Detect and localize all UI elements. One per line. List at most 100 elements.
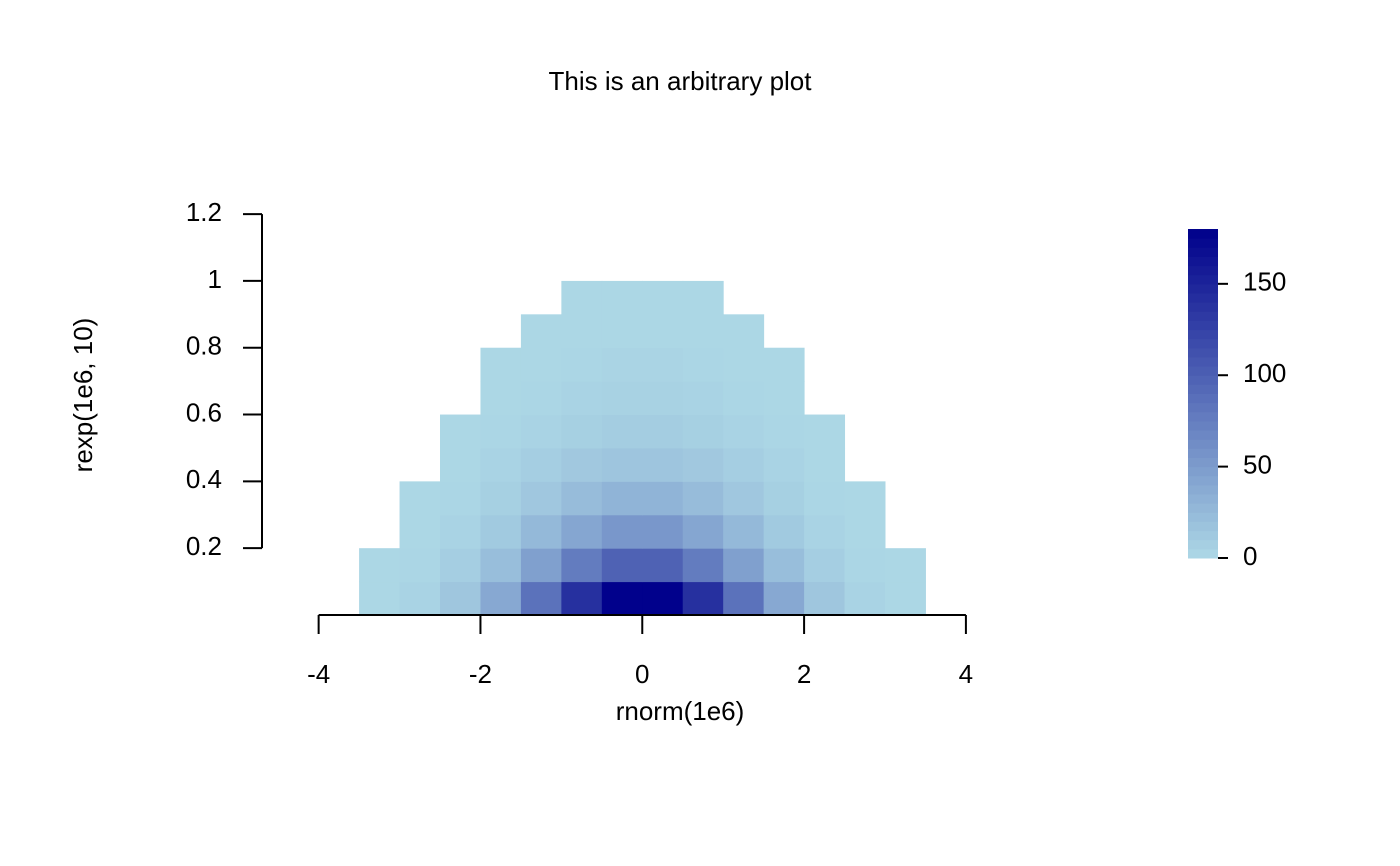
heat-cell bbox=[520, 414, 562, 449]
x-tick-label: -2 bbox=[469, 659, 492, 689]
heat-cell bbox=[764, 281, 805, 315]
heat-cell bbox=[319, 281, 360, 315]
heat-cell bbox=[601, 447, 643, 482]
heat-cell bbox=[682, 347, 724, 382]
heat-cell bbox=[520, 347, 562, 382]
heat-cell bbox=[440, 348, 481, 382]
heat-cell bbox=[885, 314, 926, 348]
colorbar-step bbox=[1188, 539, 1218, 550]
heat-cell bbox=[763, 414, 805, 449]
colorbar-step bbox=[1188, 338, 1218, 349]
heat-cell bbox=[642, 548, 684, 583]
colorbar-step bbox=[1188, 411, 1218, 422]
heat-cell bbox=[723, 281, 764, 315]
colorbar-step bbox=[1188, 512, 1218, 522]
heat-cell bbox=[400, 348, 441, 382]
x-tick-label: 2 bbox=[797, 659, 811, 689]
heat-cell bbox=[400, 314, 441, 348]
colorbar-step bbox=[1188, 521, 1218, 532]
heat-cell bbox=[642, 481, 684, 516]
heat-cell bbox=[804, 314, 845, 348]
heat-cell bbox=[561, 381, 603, 416]
heat-cell bbox=[723, 548, 765, 583]
heat-cell bbox=[561, 581, 603, 616]
colorbar-step bbox=[1188, 229, 1218, 239]
heat-cell bbox=[723, 414, 765, 449]
heat-cell bbox=[682, 447, 724, 482]
heat-cell bbox=[763, 447, 805, 482]
heat-cell bbox=[359, 581, 401, 616]
colorbar-step bbox=[1188, 439, 1218, 449]
heat-cell bbox=[804, 514, 846, 549]
heat-cell bbox=[520, 581, 562, 616]
heat-cell bbox=[601, 548, 643, 583]
heat-cell bbox=[561, 414, 603, 449]
heat-cell bbox=[763, 481, 805, 516]
heat-cell bbox=[399, 548, 441, 583]
heat-cell bbox=[359, 548, 401, 583]
heat-cell bbox=[440, 281, 481, 315]
heat-cell bbox=[885, 381, 926, 415]
colorbar-step bbox=[1188, 283, 1218, 294]
colorbar-step bbox=[1188, 430, 1218, 440]
heat-cell bbox=[561, 280, 603, 315]
heat-cell bbox=[400, 381, 441, 415]
heat-cell bbox=[601, 280, 643, 315]
heat-cell bbox=[480, 548, 522, 583]
heat-cell bbox=[723, 347, 765, 382]
heat-cell bbox=[319, 481, 360, 515]
colorbar-step bbox=[1188, 466, 1218, 477]
heat-cell bbox=[844, 481, 886, 516]
heat-cell bbox=[804, 381, 845, 415]
y-tick-label: 1.2 bbox=[186, 197, 222, 227]
heat-cell bbox=[561, 481, 603, 516]
heat-cell bbox=[642, 314, 684, 349]
heat-cell bbox=[400, 415, 441, 449]
heat-cell bbox=[642, 514, 684, 549]
y-tick-label: 0.6 bbox=[186, 397, 222, 427]
heat-cell bbox=[925, 314, 966, 348]
heat-cell bbox=[763, 381, 805, 416]
colorbar-step bbox=[1188, 457, 1218, 468]
heat-cell bbox=[642, 414, 684, 449]
heat-cell bbox=[804, 348, 845, 382]
heat-cell bbox=[682, 548, 724, 583]
heat-cell bbox=[804, 481, 846, 516]
heat-cell bbox=[763, 581, 805, 616]
heat-cell bbox=[885, 415, 926, 449]
heat-cell bbox=[723, 314, 765, 349]
heat-cell bbox=[925, 515, 966, 549]
colorbar-tick-label: 100 bbox=[1243, 358, 1286, 388]
colorbar-step bbox=[1188, 548, 1218, 559]
heat-cell bbox=[480, 347, 522, 382]
y-tick-label: 0.4 bbox=[186, 464, 222, 494]
colorbar-step bbox=[1188, 420, 1218, 431]
heat-cell bbox=[601, 381, 643, 416]
heat-cell bbox=[480, 514, 522, 549]
heat-cell bbox=[925, 548, 966, 582]
heat-cell bbox=[885, 581, 926, 616]
heat-cell bbox=[845, 448, 886, 482]
colorbar-step bbox=[1188, 274, 1218, 285]
heat-cell bbox=[885, 548, 926, 583]
heat-cell bbox=[399, 581, 441, 616]
heat-cell bbox=[925, 415, 966, 449]
colorbar-step bbox=[1188, 320, 1218, 331]
colorbar-step bbox=[1188, 484, 1218, 495]
heat-cell bbox=[520, 481, 562, 516]
heat-cell bbox=[804, 414, 846, 449]
heat-cell bbox=[440, 381, 481, 415]
heat-cell bbox=[561, 548, 603, 583]
heat-cell bbox=[440, 414, 481, 449]
heat-cell bbox=[400, 281, 441, 315]
colorbar-step bbox=[1188, 247, 1218, 257]
heat-cell bbox=[359, 281, 400, 315]
heat-cell bbox=[480, 381, 522, 416]
heat-cell bbox=[723, 447, 765, 482]
heat-cell bbox=[520, 314, 562, 349]
heat-cell bbox=[642, 381, 684, 416]
heat-cell bbox=[764, 314, 805, 348]
heat-cell bbox=[359, 381, 400, 415]
heat-cell bbox=[682, 514, 724, 549]
heat-cell bbox=[520, 447, 562, 482]
